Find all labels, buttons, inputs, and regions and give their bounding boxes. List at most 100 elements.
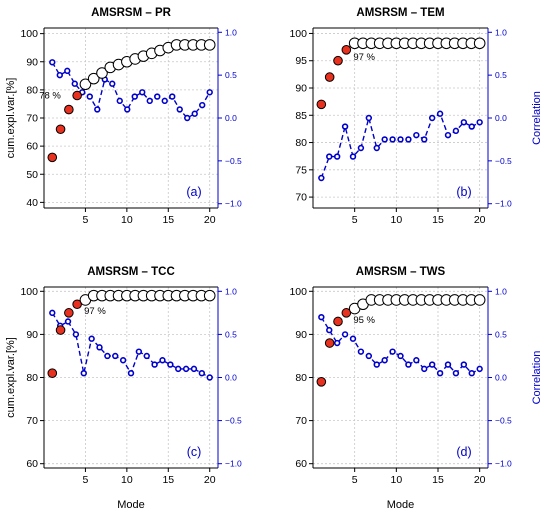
x-tick-label: 20 [204,474,216,486]
variance-point [79,78,92,91]
correlation-point [71,80,78,87]
y-tick-label: 70 [295,192,307,204]
annotation-label: 97 % [84,306,106,317]
correlation-point [146,97,153,105]
x-tick-label: 15 [432,214,444,226]
x-axis-title: Mode [117,499,145,511]
correlation-point [198,369,206,377]
correlation-point [154,93,161,100]
x-tick-label: 5 [83,474,89,486]
significant-mode-point [64,104,74,115]
y2-tick-label: −0.5 [225,416,242,426]
correlation-point [413,357,420,364]
correlation-point [326,153,333,160]
y2-tick-label: −0.5 [495,156,512,166]
x-tick-label: 15 [162,474,174,486]
correlation-point [397,136,404,143]
y2-tick-label: −0.5 [225,156,242,166]
correlation-point [405,361,412,368]
correlation-point [131,93,138,100]
correlation-point [72,331,80,338]
correlation-point [104,352,111,360]
significant-mode-point [341,308,352,318]
correlation-point [119,357,127,364]
y-tick-label: 80 [26,84,38,96]
x-tick-label: 10 [121,214,133,226]
variance-point [87,72,100,85]
y-tick-label: 70 [26,415,38,427]
chart-title: AMSRSM – TCC [87,266,175,278]
variance-point [473,294,486,306]
correlation-point [318,313,325,321]
panel-a: AMSRSM – PR 5 10 15 20 40 50 60 70 80 90 100 −1.0 −0.… [5,7,242,226]
correlation-point [49,59,56,66]
correlation-point [64,67,71,75]
y2-axis-title: Correlation [531,91,543,145]
y-tick-label: 60 [295,458,307,470]
y2-tick-label: 0.0 [495,373,507,383]
correlation-point [357,144,365,152]
y-tick-label: 95 [295,55,307,67]
correlation-point [476,365,483,373]
x-tick-label: 5 [352,214,358,226]
correlation-point [80,369,87,377]
correlation-point [191,110,198,117]
significant-mode-point [72,299,82,310]
significant-mode-point [341,45,352,55]
correlation-point [161,97,168,105]
variance-point [203,39,216,51]
chart-title: AMSRSM – TWS [356,266,446,278]
y-axis-title: cum.expl.var.[%] [5,337,17,418]
y-tick-label: 90 [26,56,38,68]
x-tick-label: 5 [352,474,358,486]
y2-tick-label: −1.0 [225,199,242,209]
correlation-point [397,352,404,360]
y-tick-label: 75 [295,164,307,176]
y-tick-label: 60 [26,141,38,153]
y2-tick-label: 0.0 [225,373,237,383]
y-tick-label: 80 [295,372,307,384]
y-tick-label: 100 [289,28,307,40]
y2-tick-label: −0.5 [495,416,512,426]
correlation-point [413,131,420,139]
correlation-point [349,335,357,342]
correlation-point [428,361,436,368]
variance-point [96,67,108,79]
correlation-point [94,106,101,113]
x-tick-label: 20 [204,214,216,226]
significant-mode-point [64,308,74,318]
chart-title: AMSRSM – TEM [356,7,444,19]
correlation-point [176,106,183,113]
variance-point [473,37,486,50]
y-tick-label: 40 [26,197,38,209]
panel-b: AMSRSM – TEM 5 10 15 20 70 75 80 85 90 95 100 −1.0 −0… [289,7,543,226]
correlation-point [167,361,174,368]
correlation-point [452,127,460,135]
correlation-point [96,344,103,351]
correlation-point [436,110,444,117]
y-tick-label: 80 [295,137,307,149]
panel-label: (a) [186,185,201,199]
significant-mode-point [333,55,343,66]
x-tick-label: 10 [390,214,402,226]
correlation-point [460,119,468,126]
correlation-point [428,114,436,122]
correlation-point [190,365,198,373]
panel-c: AMSRSM – TCC 5 10 15 20 60 70 80 90 100 −1.0 −0.5 0.… [5,266,242,511]
y2-tick-label: 1.0 [495,27,507,37]
correlation-point [199,101,206,109]
y2-tick-label: −1.0 [495,459,512,469]
correlation-point [405,136,412,143]
panel-label: (b) [456,185,471,199]
chart-title: AMSRSM – PR [91,7,172,19]
y2-tick-label: 1.0 [225,286,237,296]
y-tick-label: 70 [26,113,38,125]
significant-mode-point [47,368,58,378]
x-tick-label: 15 [162,214,174,226]
correlation-point [182,365,190,373]
correlation-point [109,80,116,87]
correlation-point [49,309,56,317]
y-tick-label: 70 [295,415,307,427]
correlation-point [373,361,380,368]
y2-tick-label: 0.5 [225,329,237,339]
